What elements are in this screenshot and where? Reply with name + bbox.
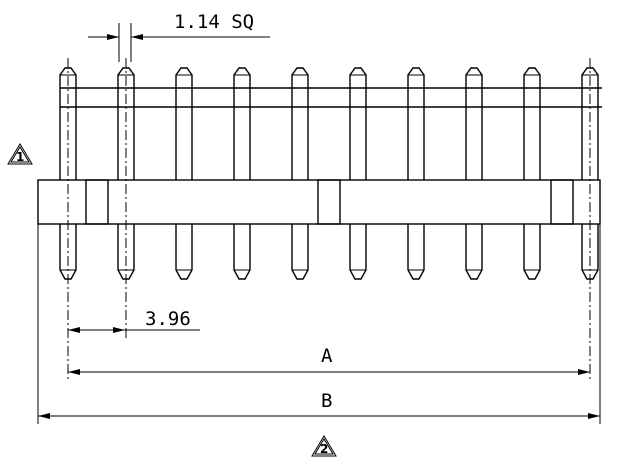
pitch-label: 3.96: [145, 308, 191, 330]
pin-size-label: 1.14 SQ: [174, 11, 254, 33]
pin-upper: [465, 67, 483, 180]
pin-lower: [465, 224, 483, 280]
pin-upper: [407, 67, 425, 180]
pin-upper: [175, 67, 193, 180]
pin-upper: [349, 67, 367, 180]
pin-upper: [291, 67, 309, 180]
dimension-b-label: B: [321, 390, 332, 412]
pin-lower: [233, 224, 251, 280]
note-1-marker: 1: [7, 143, 33, 165]
pin-lower: [523, 224, 541, 280]
dimension-a: A: [68, 345, 590, 375]
dimension-a-label: A: [321, 345, 333, 367]
pin-lower: [349, 224, 367, 280]
pin-lower: [175, 224, 193, 280]
pin-lower: [407, 224, 425, 280]
pin: [407, 67, 425, 280]
pin-upper: [523, 67, 541, 180]
pin-lower: [291, 224, 309, 280]
pin: [523, 67, 541, 280]
pin-size-dimension: 1.14 SQ: [88, 11, 270, 62]
note-2-marker: 2: [311, 435, 337, 457]
upper-bar: [60, 87, 602, 108]
pin: [465, 67, 483, 280]
pin-upper: [233, 67, 251, 180]
dimension-b: B: [37, 224, 601, 424]
pin: [175, 67, 193, 280]
note-2-label: 2: [320, 442, 328, 456]
housing-body: [37, 179, 601, 225]
pin: [291, 67, 309, 280]
note-1-label: 1: [16, 150, 24, 164]
pin-centerlines: [67, 58, 591, 380]
pin-group: [59, 67, 599, 280]
pin: [349, 67, 367, 280]
pin: [233, 67, 251, 280]
pitch-dimension: 3.96: [68, 308, 200, 333]
